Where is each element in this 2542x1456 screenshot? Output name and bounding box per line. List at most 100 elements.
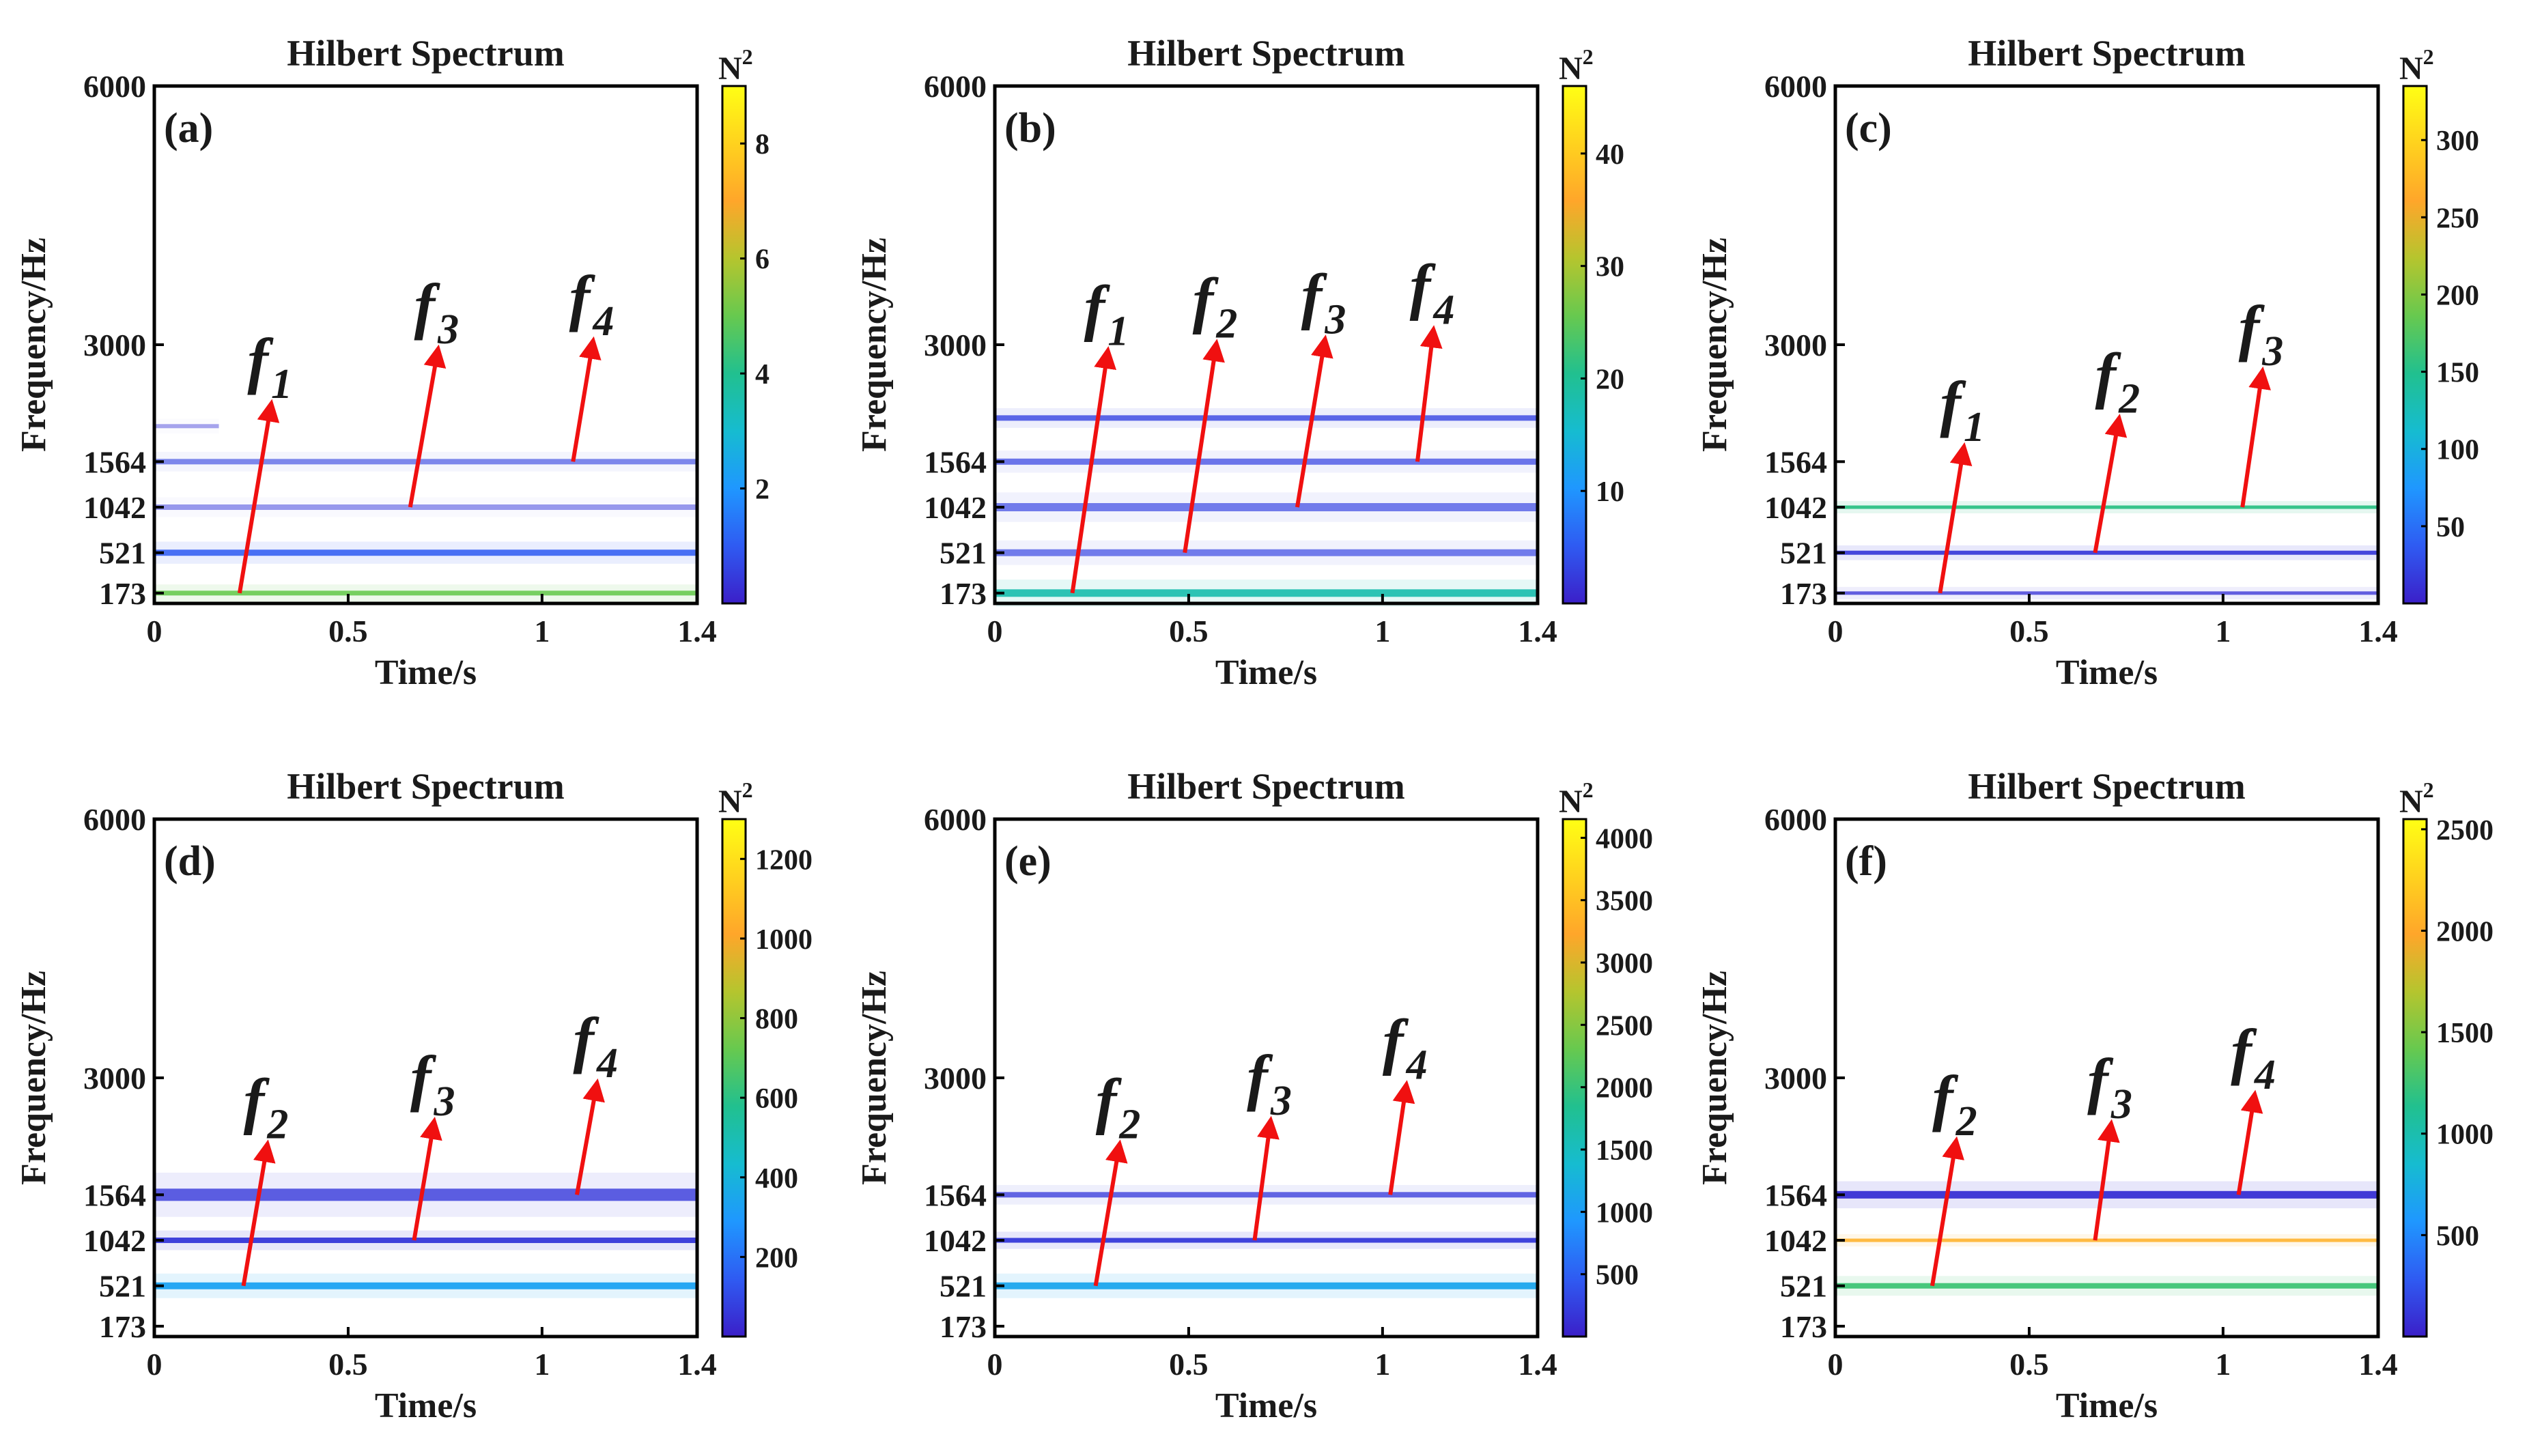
- y-axis-label: Frequency/Hz: [1695, 238, 1734, 452]
- y-axis-label: Frequency/Hz: [1695, 971, 1734, 1185]
- colorbar-label-sup: 2: [742, 777, 753, 802]
- colorbar-label: N2: [2399, 777, 2434, 820]
- colorbar-tick-label: 600: [755, 1083, 798, 1115]
- x-tick-label: 0: [147, 614, 163, 648]
- annotation-subscript: 3: [1270, 1078, 1292, 1124]
- x-tick-label: 0.5: [2009, 614, 2049, 648]
- colorbar-tick-label: 2500: [1596, 1010, 1653, 1042]
- x-axis-label: Time/s: [1215, 1386, 1317, 1425]
- x-axis-label: Time/s: [1215, 653, 1317, 692]
- y-tick-label: 3000: [1764, 1061, 1827, 1096]
- band-1: [156, 549, 696, 556]
- x-tick-label: 1.4: [1518, 1347, 1557, 1382]
- colorbar-label-base: N: [2399, 784, 2423, 820]
- colorbar-label: N2: [718, 777, 753, 820]
- annotation-subscript: 4: [1406, 1042, 1428, 1089]
- chart-title: Hilbert Spectrum: [287, 33, 564, 74]
- colorbar-tick-label: 6: [755, 244, 769, 276]
- annotation-arrow-1: [2093, 414, 2128, 554]
- annotation-subscript: 3: [2261, 328, 2283, 375]
- y-tick-label: 173: [1780, 1309, 1827, 1344]
- x-tick-label: 0: [1828, 1347, 1844, 1382]
- annotation-subscript: 4: [596, 1040, 618, 1087]
- x-axis-label: Time/s: [375, 653, 477, 692]
- plot-area: [995, 86, 1538, 603]
- colorbar: [721, 818, 747, 1338]
- y-tick-label: 173: [99, 1309, 146, 1344]
- x-tick-label: 0: [1828, 614, 1844, 648]
- x-tick-label: 0.5: [2009, 1347, 2049, 1382]
- y-tick-label: 6000: [83, 802, 146, 837]
- colorbar-tick-label: 2500: [2436, 815, 2494, 846]
- annotation-arrow-3: [1415, 325, 1443, 462]
- y-axis-label: Frequency/Hz: [855, 971, 894, 1185]
- colorbar-tick-label: 2000: [2436, 916, 2494, 947]
- annotation-subscript: 2: [1118, 1102, 1140, 1148]
- annotation-arrow-2: [571, 336, 602, 462]
- annotation-arrow-2: [1295, 334, 1333, 508]
- colorbar-label-sup: 2: [1583, 44, 1594, 69]
- panel-c: Hilbert Spectrum(c)173521104215643000600…: [1695, 33, 2479, 692]
- band-2: [1837, 505, 2377, 509]
- band-3: [156, 459, 696, 465]
- y-tick-label: 1564: [924, 1177, 987, 1212]
- colorbar-label-base: N: [718, 51, 742, 87]
- colorbar-tick-label: 1000: [2436, 1119, 2494, 1151]
- panel-label: (c): [1845, 105, 1892, 152]
- panel-a: Hilbert Spectrum(a)173521104215643000600…: [14, 33, 769, 692]
- annotation-arrow-1: [2093, 1119, 2120, 1241]
- band-2: [156, 1188, 696, 1201]
- annotation-subscript: 2: [2118, 375, 2140, 422]
- band-3: [996, 458, 1536, 465]
- annotation-arrow-1: [408, 344, 447, 508]
- y-tick-label: 3000: [83, 1061, 146, 1096]
- x-tick-label: 0.5: [328, 614, 368, 648]
- y-tick-label: 521: [940, 1269, 987, 1304]
- annotation-label-0: f1: [1084, 272, 1129, 354]
- x-tick-label: 0.5: [328, 1347, 368, 1382]
- annotation-arrow-2: [1388, 1080, 1415, 1195]
- panels-group: Hilbert Spectrum(a)173521104215643000600…: [14, 33, 2494, 1425]
- annotation-arrow-0: [1938, 442, 1973, 594]
- colorbar: [2402, 85, 2428, 605]
- colorbar-tick-label: 200: [2436, 280, 2479, 311]
- x-tick-label: 1: [2215, 1347, 2231, 1382]
- y-tick-label: 1042: [83, 1223, 146, 1258]
- y-tick-label: 3000: [924, 1061, 987, 1096]
- x-tick-label: 1: [1374, 1347, 1390, 1382]
- annotation-arrow-2: [2240, 366, 2271, 508]
- colorbar-tick-label: 200: [755, 1242, 798, 1274]
- band-1: [156, 1238, 696, 1244]
- annotation-subscript: 3: [2110, 1081, 2132, 1128]
- chart-title: Hilbert Spectrum: [1968, 33, 2245, 74]
- colorbar-label: N2: [1559, 777, 1594, 820]
- y-tick-label: 1564: [1764, 444, 1827, 479]
- colorbar: [2402, 818, 2428, 1338]
- y-tick-label: 173: [940, 576, 987, 611]
- colorbar-tick-label: 500: [2436, 1221, 2479, 1252]
- chart-title: Hilbert Spectrum: [287, 766, 564, 807]
- annotation-subscript: 2: [1215, 301, 1237, 347]
- y-tick-label: 521: [1780, 1269, 1827, 1304]
- y-axis-label: Frequency/Hz: [14, 238, 53, 452]
- colorbar-tick-label: 800: [755, 1004, 798, 1036]
- y-tick-label: 6000: [924, 69, 987, 104]
- annotation-arrow-0: [237, 399, 280, 594]
- annotation-arrow-2: [575, 1078, 605, 1195]
- colorbar-tick-label: 4: [755, 359, 769, 390]
- colorbar-tick-label: 100: [2436, 435, 2479, 466]
- x-tick-label: 0.5: [1169, 614, 1209, 648]
- colorbar-tick-label: 40: [1596, 139, 1624, 171]
- annotation-subscript: 1: [1964, 404, 1985, 451]
- y-tick-label: 1042: [83, 490, 146, 525]
- plot-area: [1835, 86, 2378, 603]
- annotation-arrow-0: [1093, 1139, 1128, 1287]
- band-0: [996, 589, 1536, 597]
- annotation-arrow-0: [241, 1139, 276, 1287]
- annotation-arrow-1: [412, 1116, 442, 1241]
- annotation-subscript: 4: [2254, 1052, 2276, 1098]
- colorbar-tick-label: 1000: [755, 924, 813, 956]
- y-tick-label: 6000: [1764, 802, 1827, 837]
- x-tick-label: 1.4: [1518, 614, 1557, 648]
